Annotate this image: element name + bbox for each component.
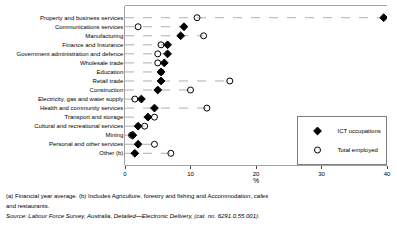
svg-text:Cultural and recreational serv: Cultural and recreational services [34, 123, 123, 129]
svg-text:40: 40 [384, 171, 391, 177]
svg-text:Government administration and: Government administration and defence [17, 51, 124, 57]
svg-text:Property and business services: Property and business services [40, 15, 123, 21]
svg-text:Manufacturing: Manufacturing [85, 33, 123, 39]
svg-text:Finance and Insurance: Finance and Insurance [62, 42, 124, 48]
svg-text:and restaurants.: and restaurants. [6, 203, 50, 209]
svg-text:%: % [253, 177, 259, 184]
svg-text:Education: Education [97, 69, 124, 75]
svg-text:Construction: Construction [90, 87, 124, 93]
svg-text:20: 20 [253, 171, 260, 177]
svg-text:Wholesale trade: Wholesale trade [80, 60, 124, 66]
svg-text:ICT occupations: ICT occupations [338, 128, 381, 134]
svg-text:Total employed: Total employed [338, 147, 378, 153]
svg-text:(a) Financial year average. (b: (a) Financial year average. (b) Includes… [6, 193, 268, 199]
svg-text:Electricity, gas and water sup: Electricity, gas and water supply [38, 96, 123, 102]
svg-text:Communications services: Communications services [55, 24, 123, 30]
svg-text:10: 10 [187, 171, 194, 177]
svg-text:0: 0 [123, 171, 127, 177]
svg-text:Source: Labour Force Survey, A: Source: Labour Force Survey, Australia, … [6, 213, 260, 219]
svg-text:Retail trade: Retail trade [93, 78, 124, 84]
svg-text:Other (b): Other (b) [99, 150, 123, 156]
svg-text:Transport and storage: Transport and storage [64, 114, 123, 120]
svg-text:Personal and other services: Personal and other services [49, 141, 123, 147]
svg-text:Health and community services: Health and community services [40, 105, 123, 111]
svg-text:30: 30 [318, 171, 325, 177]
svg-text:Mining: Mining [106, 132, 124, 138]
